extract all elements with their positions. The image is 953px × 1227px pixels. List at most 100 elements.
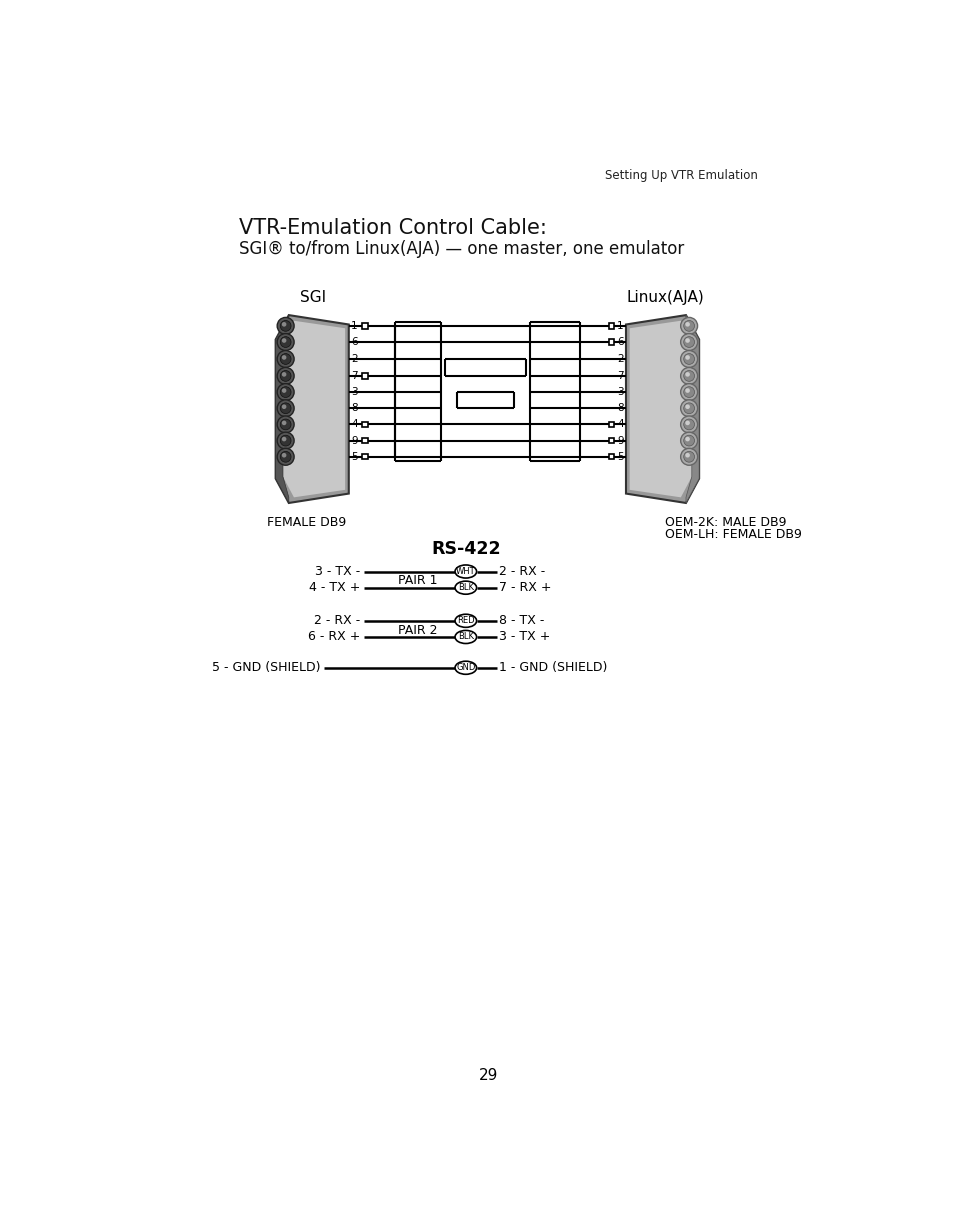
Circle shape bbox=[277, 384, 294, 400]
Circle shape bbox=[280, 452, 291, 463]
Text: 3: 3 bbox=[617, 387, 623, 398]
Bar bbox=[608, 340, 614, 345]
Circle shape bbox=[684, 372, 689, 377]
Circle shape bbox=[277, 318, 294, 334]
Circle shape bbox=[280, 320, 291, 331]
Bar bbox=[362, 323, 367, 329]
Text: 1: 1 bbox=[351, 321, 357, 331]
Bar bbox=[362, 454, 367, 459]
Circle shape bbox=[683, 353, 694, 364]
Circle shape bbox=[281, 372, 286, 377]
Text: VTR-Emulation Control Cable:: VTR-Emulation Control Cable: bbox=[238, 218, 546, 238]
Circle shape bbox=[683, 371, 694, 382]
Circle shape bbox=[280, 436, 291, 445]
Circle shape bbox=[679, 367, 697, 384]
Text: 5 - GND (SHIELD): 5 - GND (SHIELD) bbox=[212, 661, 320, 675]
Text: 4: 4 bbox=[617, 420, 623, 429]
Text: 7: 7 bbox=[617, 371, 623, 380]
Text: 9: 9 bbox=[617, 436, 623, 445]
Circle shape bbox=[684, 405, 689, 409]
Polygon shape bbox=[275, 315, 289, 503]
Text: 29: 29 bbox=[478, 1067, 498, 1082]
Text: BLK: BLK bbox=[457, 583, 474, 593]
Text: FEMALE DB9: FEMALE DB9 bbox=[267, 517, 346, 530]
Text: GND: GND bbox=[456, 664, 475, 672]
Circle shape bbox=[684, 321, 689, 326]
Polygon shape bbox=[685, 315, 699, 503]
Text: 5: 5 bbox=[617, 452, 623, 461]
Circle shape bbox=[684, 437, 689, 442]
Circle shape bbox=[280, 420, 291, 429]
Circle shape bbox=[280, 402, 291, 413]
Text: PAIR 1: PAIR 1 bbox=[398, 574, 437, 588]
Circle shape bbox=[679, 432, 697, 449]
Ellipse shape bbox=[455, 582, 476, 594]
Circle shape bbox=[684, 453, 689, 458]
Bar bbox=[608, 323, 614, 329]
Ellipse shape bbox=[455, 631, 476, 643]
Circle shape bbox=[684, 388, 689, 393]
Text: RED: RED bbox=[456, 616, 475, 626]
Text: 9: 9 bbox=[351, 436, 357, 445]
Circle shape bbox=[277, 334, 294, 351]
Bar bbox=[608, 438, 614, 443]
Text: 6 - RX +: 6 - RX + bbox=[308, 631, 360, 643]
Text: 4 - TX +: 4 - TX + bbox=[309, 582, 360, 594]
Bar bbox=[362, 373, 367, 379]
Circle shape bbox=[277, 400, 294, 417]
Circle shape bbox=[683, 387, 694, 398]
Bar bbox=[362, 438, 367, 443]
Circle shape bbox=[683, 452, 694, 463]
Ellipse shape bbox=[455, 615, 476, 627]
Text: 5: 5 bbox=[351, 452, 357, 461]
Text: 7 - RX +: 7 - RX + bbox=[498, 582, 551, 594]
Circle shape bbox=[683, 436, 694, 445]
Text: Linux(AJA): Linux(AJA) bbox=[626, 290, 703, 304]
Text: 3 - TX -: 3 - TX - bbox=[314, 564, 360, 578]
Circle shape bbox=[277, 351, 294, 367]
Text: 1: 1 bbox=[617, 321, 623, 331]
Circle shape bbox=[679, 334, 697, 351]
Circle shape bbox=[277, 432, 294, 449]
Circle shape bbox=[281, 355, 286, 360]
Text: 4: 4 bbox=[351, 420, 357, 429]
Circle shape bbox=[280, 353, 291, 364]
Text: 3 - TX +: 3 - TX + bbox=[498, 631, 550, 643]
Circle shape bbox=[683, 336, 694, 347]
Circle shape bbox=[679, 416, 697, 433]
Circle shape bbox=[679, 400, 697, 417]
Text: 8: 8 bbox=[617, 404, 623, 413]
Text: 6: 6 bbox=[617, 337, 623, 347]
Text: SGI® to/from Linux(AJA) — one master, one emulator: SGI® to/from Linux(AJA) — one master, on… bbox=[238, 239, 683, 258]
Bar bbox=[362, 422, 367, 427]
Circle shape bbox=[679, 448, 697, 465]
Circle shape bbox=[683, 402, 694, 413]
Circle shape bbox=[280, 371, 291, 382]
Circle shape bbox=[683, 320, 694, 331]
Ellipse shape bbox=[455, 564, 476, 578]
Circle shape bbox=[281, 421, 286, 426]
Circle shape bbox=[281, 453, 286, 458]
Bar bbox=[608, 454, 614, 459]
Circle shape bbox=[683, 420, 694, 429]
Text: 7: 7 bbox=[351, 371, 357, 380]
Circle shape bbox=[280, 387, 291, 398]
Circle shape bbox=[281, 437, 286, 442]
Circle shape bbox=[277, 367, 294, 384]
Text: 8 - TX -: 8 - TX - bbox=[498, 615, 544, 627]
Text: SGI: SGI bbox=[299, 290, 325, 304]
Polygon shape bbox=[283, 320, 345, 497]
Text: Setting Up VTR Emulation: Setting Up VTR Emulation bbox=[604, 169, 758, 183]
Text: OEM-LH: FEMALE DB9: OEM-LH: FEMALE DB9 bbox=[664, 528, 801, 541]
Circle shape bbox=[277, 448, 294, 465]
Text: WHT: WHT bbox=[456, 567, 476, 575]
Text: BLK: BLK bbox=[457, 632, 474, 642]
Bar bbox=[608, 422, 614, 427]
Circle shape bbox=[281, 405, 286, 409]
Text: PAIR 2: PAIR 2 bbox=[398, 623, 437, 637]
Circle shape bbox=[280, 336, 291, 347]
Circle shape bbox=[679, 318, 697, 334]
Circle shape bbox=[281, 339, 286, 342]
Polygon shape bbox=[275, 315, 349, 503]
Ellipse shape bbox=[455, 661, 476, 675]
